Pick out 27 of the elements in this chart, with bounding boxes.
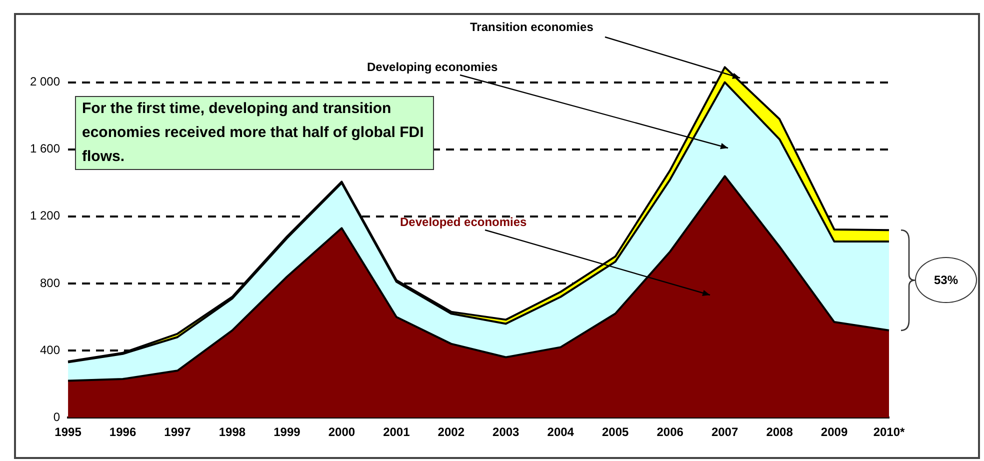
y-tick-label: 2 000 [30, 74, 60, 89]
x-tick-label: 2006 [656, 425, 684, 440]
text: 53% [915, 257, 977, 304]
x-tick-label: 2005 [602, 425, 630, 440]
y-tick-label: 400 [40, 342, 60, 357]
annotation: For the first time, developing and transition economies received more that half of global FDI flows. [75, 96, 434, 170]
x-tick-label: 1995 [54, 425, 82, 440]
x-tick-label: 2001 [383, 425, 410, 440]
x-tick-label: 2003 [492, 425, 520, 440]
y-tick-label: 1 600 [30, 142, 60, 156]
x-tick-label: 2009 [820, 425, 848, 440]
y-tick-label: 1 200 [30, 208, 60, 223]
x-tick-label: 2000 [328, 425, 356, 440]
x-tick-label: 1996 [109, 425, 136, 440]
x-tick-label: 1998 [218, 425, 246, 440]
text: Transition economies [470, 20, 594, 34]
x-tick-label: 2004 [547, 425, 574, 440]
x-tick-label: 2008 [766, 425, 794, 440]
y-tick-label: 800 [40, 276, 60, 290]
x-tick-label: 2010* [873, 425, 906, 440]
text: Developed economies [400, 215, 527, 229]
x-tick-label: 2002 [438, 425, 465, 440]
x-tick-label: 2007 [711, 425, 738, 440]
x-tick-label: 1999 [274, 425, 301, 440]
text: Developing economies [367, 60, 498, 74]
x-tick-label: 1997 [164, 425, 192, 440]
y-tick-label: 0 [53, 410, 60, 424]
